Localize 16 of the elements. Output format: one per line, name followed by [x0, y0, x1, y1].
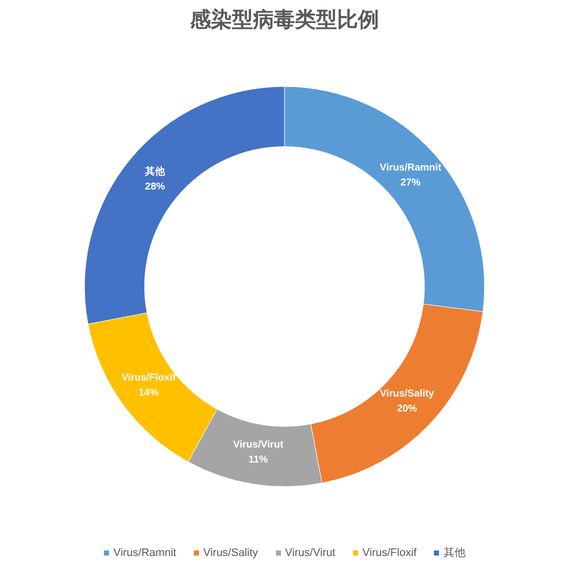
data-label: 11%	[248, 454, 268, 466]
data-label: 27%	[400, 177, 421, 188]
data-label: 14%	[138, 387, 159, 398]
slice-label: Virus/Sality	[380, 388, 435, 400]
legend-label: Virus/Virut	[285, 546, 336, 558]
chart-title: 感染型病毒类型比例	[189, 8, 379, 32]
legend-label: Virus/Floxif	[362, 546, 417, 558]
legend-label: 其他	[444, 546, 466, 560]
slice-label: Virus/Floxif	[121, 372, 176, 384]
data-label: 20%	[396, 404, 418, 415]
legend-label: Virus/Sality	[203, 546, 258, 558]
data-label: 28%	[145, 181, 166, 192]
slice-label: Virus/Ramnit	[380, 162, 442, 174]
legend-label: Virus/Ramnit	[113, 546, 176, 558]
slice-label: Virus/Virut	[233, 439, 284, 450]
slice-label: 其他	[144, 165, 166, 178]
